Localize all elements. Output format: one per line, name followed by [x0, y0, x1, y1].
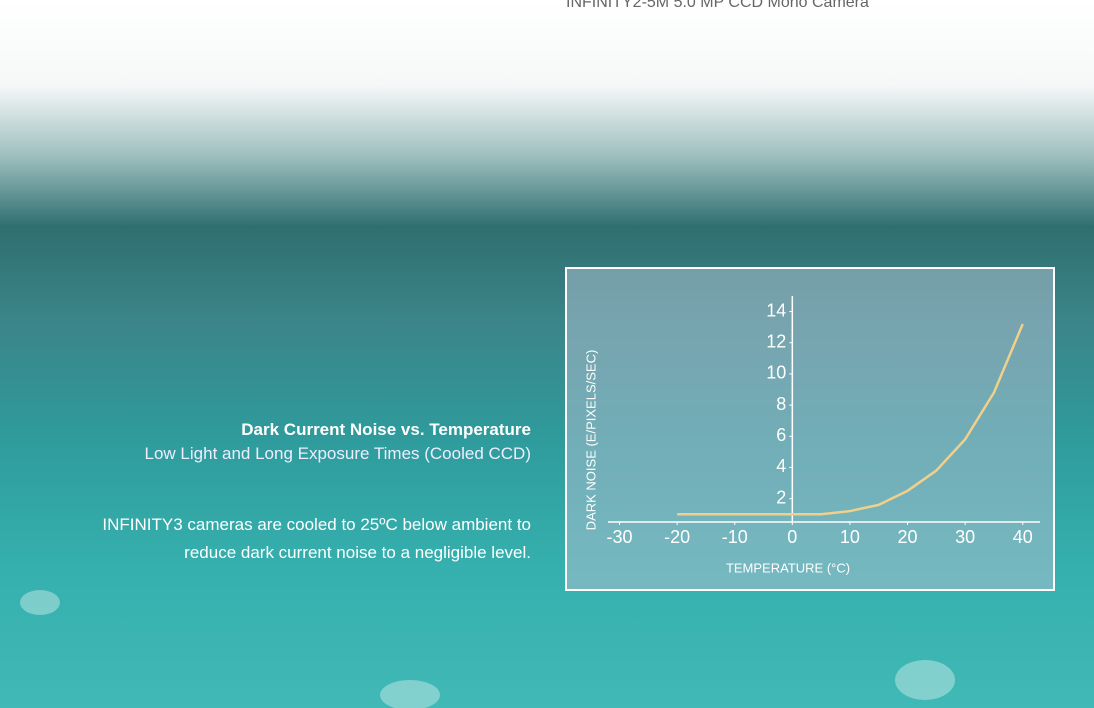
- y-tick-label: 10: [766, 363, 786, 383]
- decor: [20, 590, 60, 615]
- caption: INFINITY2-5M 5.0 MP CCD Mono Camera: [566, 0, 869, 11]
- y-tick-label: 12: [766, 332, 786, 352]
- y-tick-label: 14: [766, 300, 786, 320]
- body-text: INFINITY3 cameras are cooled to 25ºC bel…: [102, 515, 531, 562]
- x-tick-label: 40: [1013, 527, 1033, 547]
- heading: Dark Current Noise vs. Temperature: [241, 420, 531, 439]
- y-axis-label: DARK NOISE (E/PIXELS/SEC): [583, 350, 598, 531]
- x-tick-label: 10: [840, 527, 860, 547]
- decor: [895, 660, 955, 700]
- y-tick-label: 2: [776, 487, 786, 507]
- chart-panel: [565, 267, 1055, 591]
- x-tick-label: -10: [722, 527, 748, 547]
- x-tick-label: 20: [898, 527, 918, 547]
- line: [677, 323, 1024, 516]
- x-tick-label: 0: [787, 527, 797, 547]
- y-tick-label: 6: [776, 425, 786, 445]
- x-axis-label: TEMPERATURE (°C): [726, 560, 850, 575]
- x-tick-label: -20: [664, 527, 690, 547]
- y-tick-label: 4: [776, 456, 786, 476]
- x-tick-label: 30: [955, 527, 975, 547]
- y-tick-label: 8: [776, 394, 786, 414]
- subheading: Low Light and Long Exposure Times (Coole…: [144, 444, 531, 463]
- decor: [380, 680, 440, 708]
- x-tick-label: -30: [607, 527, 633, 547]
